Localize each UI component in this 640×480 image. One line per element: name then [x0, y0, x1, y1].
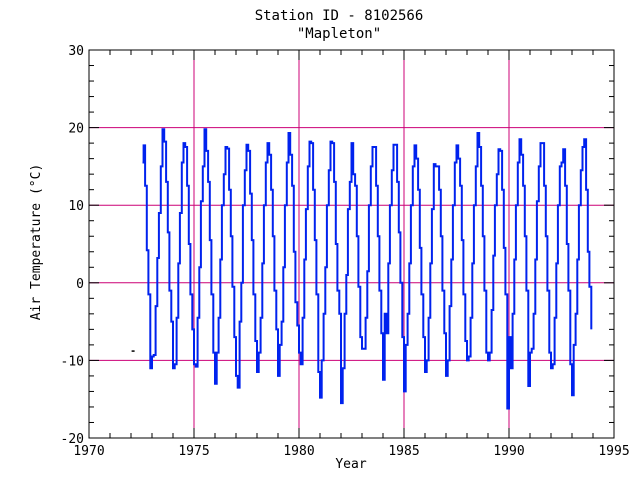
chart-subtitle: "Mapleton"	[297, 26, 381, 42]
x-tick-label: 1970	[73, 444, 104, 459]
y-tick-label: 0	[76, 277, 84, 292]
y-tick-label: 30	[68, 44, 84, 59]
plot-frame	[88, 49, 615, 439]
y-tick-label: -10	[61, 354, 84, 369]
y-tick-label: 20	[68, 122, 84, 137]
chart-title: Station ID - 8102566	[255, 8, 424, 24]
x-tick-label: 1985	[388, 444, 419, 459]
x-tick-labels: 1970 1975 1980 1985 1990 1995	[73, 444, 629, 459]
y-tick-labels: -20 -10 0 10 20 30	[61, 44, 84, 447]
x-tick-label: 1980	[283, 444, 314, 459]
x-tick-label: 1990	[493, 444, 524, 459]
x-tick-label: 1995	[598, 444, 629, 459]
series-layer	[131, 128, 593, 410]
y-tick-label: 10	[68, 199, 84, 214]
x-axis-label: Year	[335, 457, 366, 472]
y-axis-label: Air Temperature (°C)	[29, 164, 44, 321]
series-line	[142, 128, 593, 410]
x-tick-label: 1975	[178, 444, 209, 459]
y-tick-label: -20	[61, 432, 84, 447]
